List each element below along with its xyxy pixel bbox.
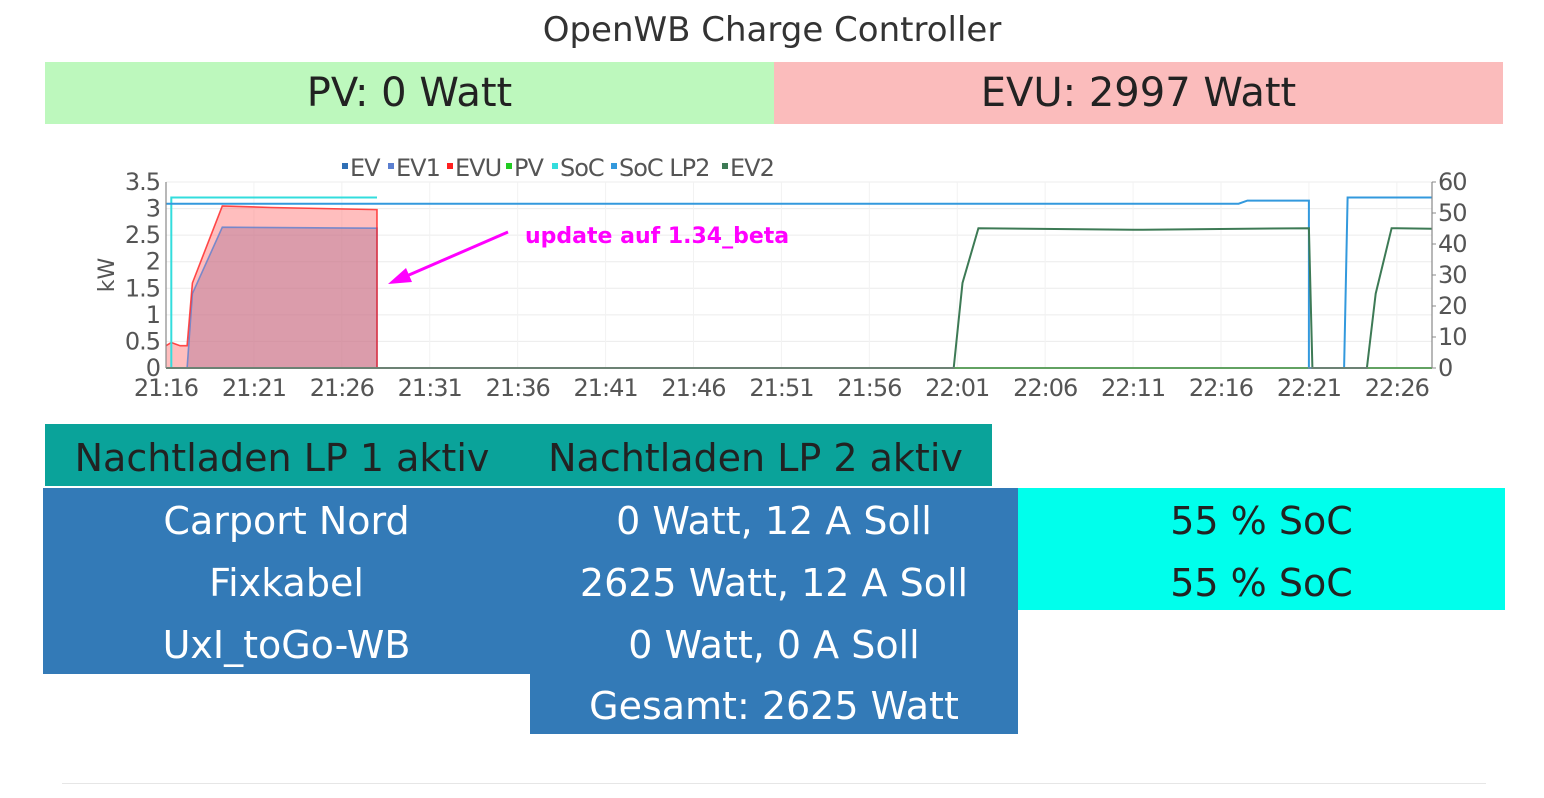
y-left-tick-label: 1 <box>146 301 160 329</box>
y-left-tick-label: 0 <box>146 354 160 382</box>
divider <box>62 783 1486 784</box>
evu-status: EVU: 2997 Watt <box>774 62 1503 124</box>
x-tick-label: 22:16 <box>1189 374 1253 402</box>
legend-swatch <box>342 163 348 169</box>
total-row <box>530 674 1018 734</box>
x-tick-label: 21:21 <box>222 374 286 402</box>
legend-label: EV2 <box>730 154 774 182</box>
x-tick-label: 21:51 <box>749 374 813 402</box>
y-right-tick-label: 50 <box>1438 199 1467 227</box>
lp1-power: 0 Watt, 12 A Soll <box>616 499 932 543</box>
loadpoint-table <box>43 488 1018 674</box>
legend-swatch <box>506 163 512 169</box>
legend-swatch <box>447 163 453 169</box>
legend-label: SoC LP2 <box>619 154 709 182</box>
x-tick-label: 21:26 <box>310 374 374 402</box>
lp2-soc: 55 % SoC <box>1170 561 1353 605</box>
legend-item-soc[interactable]: SoC <box>552 154 605 182</box>
x-tick-label: 22:21 <box>1277 374 1341 402</box>
x-tick-label: 22:06 <box>1013 374 1077 402</box>
annotation-arrow-shaft <box>401 230 509 280</box>
x-tick-label: 21:16 <box>134 374 198 402</box>
x-tick-label: 21:31 <box>398 374 462 402</box>
legend-label: EVU <box>455 154 501 182</box>
x-tick-label: 21:56 <box>837 374 901 402</box>
lp2-power: 2625 Watt, 12 A Soll <box>579 561 969 605</box>
y-right-tick-label: 40 <box>1438 230 1467 258</box>
x-tick-label: 22:26 <box>1365 374 1429 402</box>
legend-label: PV <box>514 154 544 182</box>
pv-status: PV: 0 Watt <box>45 62 774 124</box>
legend-swatch <box>552 163 558 169</box>
y-axis-label: kW <box>95 258 120 293</box>
x-tick-label: 21:36 <box>486 374 550 402</box>
legend-label: SoC <box>560 154 604 182</box>
legend-item-soc-lp2[interactable]: SoC LP2 <box>611 154 710 182</box>
y-left-tick-label: 3.5 <box>125 168 160 196</box>
lp3-name[interactable]: UxI_toGo-WB <box>162 623 411 667</box>
soc-panel: 55 % SoC 55 % SoC <box>1018 488 1505 610</box>
annotation-text: update auf 1.34_beta <box>525 224 789 249</box>
legend-item-ev2[interactable]: EV2 <box>722 154 775 182</box>
y-left-tick-label: 3 <box>146 195 160 223</box>
y-left-tick-label: 0.5 <box>125 327 160 355</box>
y-left-tick-label: 2.5 <box>125 221 160 249</box>
legend-swatch <box>388 163 394 169</box>
legend-swatch <box>611 163 617 169</box>
lp3-power: 0 Watt, 0 A Soll <box>628 623 920 667</box>
lp1-name[interactable]: Carport Nord <box>163 499 410 543</box>
legend-item-ev[interactable]: EV <box>342 154 382 182</box>
series-ev1-area <box>166 227 377 368</box>
legend-label: EV <box>350 154 381 182</box>
x-tick-label: 22:11 <box>1101 374 1165 402</box>
y-right-tick-label: 10 <box>1438 323 1467 351</box>
nachtladen-lp2-badge: Nachtladen LP 2 aktiv <box>519 424 992 486</box>
chart-areas <box>166 205 377 368</box>
nachtladen-lp1-badge: Nachtladen LP 1 aktiv <box>45 424 519 486</box>
series-evu-line <box>165 205 378 368</box>
y-right-tick-label: 20 <box>1438 292 1467 320</box>
lp1-soc: 55 % SoC <box>1170 499 1353 543</box>
series-ev2-line <box>166 227 1433 369</box>
legend-item-ev1[interactable]: EV1 <box>388 154 441 182</box>
y-right-tick-label: 60 <box>1438 168 1467 196</box>
y-right-tick-label: 0 <box>1438 354 1452 382</box>
chart-legend[interactable]: EV EV1 EVU PV SoC SoC LP2 EV2 <box>342 154 775 182</box>
series-evu-area <box>166 205 377 368</box>
legend-label: EV1 <box>396 154 440 182</box>
x-tick-label: 22:01 <box>925 374 989 402</box>
lp2-name[interactable]: Fixkabel <box>209 561 364 605</box>
x-tick-label: 21:41 <box>573 374 637 402</box>
total-power: Gesamt: 2625 Watt <box>589 684 959 728</box>
x-tick-label: 21:46 <box>661 374 725 402</box>
legend-swatch <box>722 163 728 169</box>
y-right-tick-label: 30 <box>1438 261 1467 289</box>
legend-item-pv[interactable]: PV <box>506 154 545 182</box>
legend-item-evu[interactable]: EVU <box>447 154 502 182</box>
annotation-arrow-head <box>388 268 412 284</box>
series-soc-lp2-line <box>166 196 1432 369</box>
power-chart: EV EV1 EVU PV SoC SoC LP2 EV2 00.511.522.533.5… <box>95 154 1468 402</box>
y-left-tick-label: 2 <box>146 248 160 276</box>
y-left-tick-label: 1.5 <box>125 274 160 302</box>
chart-annotation: update auf 1.34_beta <box>388 224 789 284</box>
page-title: OpenWB Charge Controller <box>542 10 1002 50</box>
